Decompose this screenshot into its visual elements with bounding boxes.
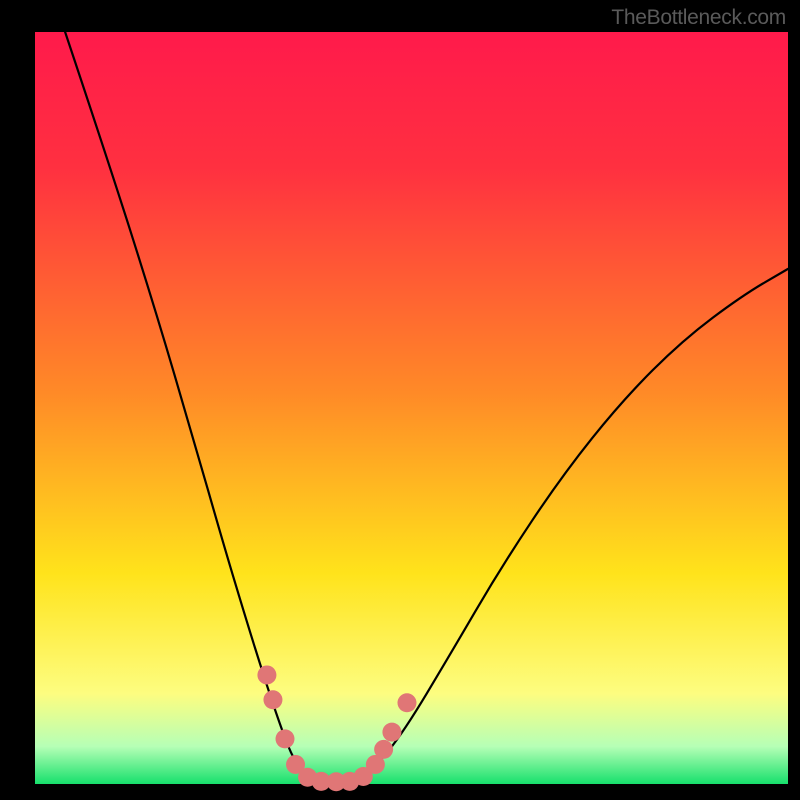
curve-left: [65, 32, 313, 781]
marker-point: [257, 665, 276, 684]
marker-point: [276, 729, 295, 748]
marker-point: [397, 693, 416, 712]
curve-right: [355, 269, 788, 781]
marker-point: [263, 690, 282, 709]
chart-plot-area: [35, 32, 788, 784]
chart-svg: [35, 32, 788, 784]
watermark-text: TheBottleneck.com: [611, 6, 786, 30]
marker-point: [382, 723, 401, 742]
marker-point: [374, 740, 393, 759]
